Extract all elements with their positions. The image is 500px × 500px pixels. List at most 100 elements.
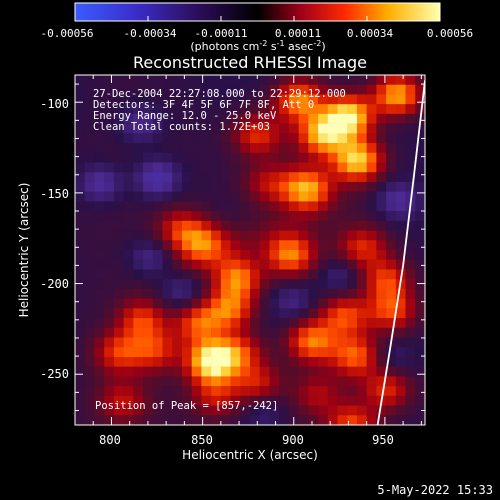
- heatmap-cell: [152, 172, 163, 183]
- heatmap-cell: [327, 104, 338, 115]
- heatmap-cell: [308, 288, 319, 299]
- heatmap-cell: [395, 318, 406, 329]
- heatmap-cell: [211, 104, 222, 115]
- heatmap-cell: [143, 308, 154, 319]
- heatmap-cell: [152, 347, 163, 358]
- heatmap-cell: [201, 269, 212, 280]
- heatmap-cell: [191, 143, 202, 154]
- heatmap-cell: [259, 259, 270, 270]
- heatmap-cell: [405, 366, 416, 377]
- heatmap-cell: [133, 288, 144, 299]
- colorbar-tick-1: -0.00056: [41, 27, 94, 40]
- heatmap-cell: [133, 94, 144, 105]
- heatmap-cell: [75, 191, 85, 202]
- heatmap-cell: [133, 298, 144, 309]
- heatmap-cell: [269, 75, 280, 85]
- heatmap-cell: [356, 201, 367, 212]
- heatmap-cell: [308, 308, 319, 319]
- heatmap-cell: [347, 386, 358, 397]
- heatmap-cell: [123, 240, 134, 251]
- heatmap-cell: [191, 84, 202, 95]
- heatmap-cell: [230, 123, 241, 134]
- heatmap-cell: [152, 162, 163, 173]
- heatmap-cell: [75, 201, 85, 212]
- heatmap-cell: [84, 376, 95, 387]
- heatmap-cell: [230, 356, 241, 367]
- heatmap-cell: [240, 347, 251, 358]
- heatmap-cell: [366, 250, 377, 260]
- heatmap-cell: [347, 162, 358, 173]
- heatmap-cell: [250, 84, 260, 95]
- heatmap-cell: [181, 259, 192, 270]
- heatmap-cell: [181, 152, 192, 163]
- heatmap-cell: [415, 405, 425, 416]
- heatmap-cell: [405, 123, 416, 134]
- heatmap-cell: [250, 240, 260, 251]
- heatmap-cell: [152, 269, 163, 280]
- heatmap-cell: [337, 318, 348, 329]
- heatmap-cell: [172, 152, 183, 163]
- plot-border: [74, 74, 426, 426]
- heatmap-cell: [259, 318, 270, 329]
- heatmap-cell: [376, 152, 387, 163]
- heatmap-cell: [347, 143, 358, 154]
- heatmap-cell: [162, 220, 173, 231]
- heatmap-cell: [152, 308, 163, 319]
- heatmap-cell: [318, 230, 329, 241]
- heatmap-cell: [366, 337, 377, 348]
- heatmap-cell: [75, 259, 85, 270]
- heatmap-cell: [172, 376, 183, 387]
- heatmap-cell: [172, 288, 183, 299]
- heatmap-cell: [172, 75, 183, 85]
- heatmap-cell: [133, 104, 144, 115]
- heatmap-cell: [386, 250, 397, 260]
- heatmap-cell: [211, 75, 222, 85]
- heatmap-cell: [181, 211, 192, 222]
- heatmap-cell: [250, 172, 260, 183]
- heatmap-cell: [230, 259, 241, 270]
- heatmap-cell: [356, 211, 367, 222]
- heatmap-cell: [356, 240, 367, 251]
- heatmap-cell: [162, 172, 173, 183]
- heatmap-cell: [75, 415, 85, 425]
- heatmap-cell: [405, 318, 416, 329]
- heatmap-cell: [327, 113, 338, 124]
- heatmap-cell: [356, 152, 367, 163]
- heatmap-cell: [386, 113, 397, 124]
- heatmap-cell: [220, 152, 231, 163]
- heatmap-cell: [415, 308, 425, 319]
- heatmap-cell: [172, 104, 183, 115]
- heatmap-cell: [123, 366, 134, 377]
- heatmap-cell: [104, 259, 115, 270]
- heatmap-cell: [220, 386, 231, 397]
- heatmap-cell: [318, 123, 329, 134]
- heatmap-cell: [259, 201, 270, 212]
- heatmap-cell: [395, 356, 406, 367]
- heatmap-cell: [279, 395, 290, 406]
- heatmap-cell: [405, 259, 416, 270]
- heatmap-cell: [220, 347, 231, 358]
- heatmap-cell: [181, 181, 192, 192]
- heatmap-cell: [172, 395, 183, 406]
- heatmap-cell: [366, 395, 377, 406]
- heatmap-cell: [356, 366, 367, 377]
- heatmap-cell: [250, 308, 260, 319]
- heatmap-cell: [152, 405, 163, 416]
- heatmap-cell: [288, 347, 299, 358]
- heatmap-cell: [395, 250, 406, 260]
- heatmap-cell: [405, 415, 416, 425]
- heatmap-cell: [395, 113, 406, 124]
- heatmap-cell: [395, 337, 406, 348]
- heatmap-cell: [298, 181, 309, 192]
- heatmap-cell: [415, 395, 425, 406]
- heatmap-cell: [395, 220, 406, 231]
- heatmap-cell: [366, 327, 377, 338]
- heatmap-cell: [288, 318, 299, 329]
- colorbar-tick-2: -0.00034: [124, 27, 177, 40]
- heatmap-cell: [395, 201, 406, 212]
- heatmap-cell: [75, 133, 85, 144]
- heatmap-cell: [327, 133, 338, 144]
- heatmap-cell: [172, 347, 183, 358]
- heatmap-cell: [162, 84, 173, 95]
- heatmap-cell: [152, 288, 163, 299]
